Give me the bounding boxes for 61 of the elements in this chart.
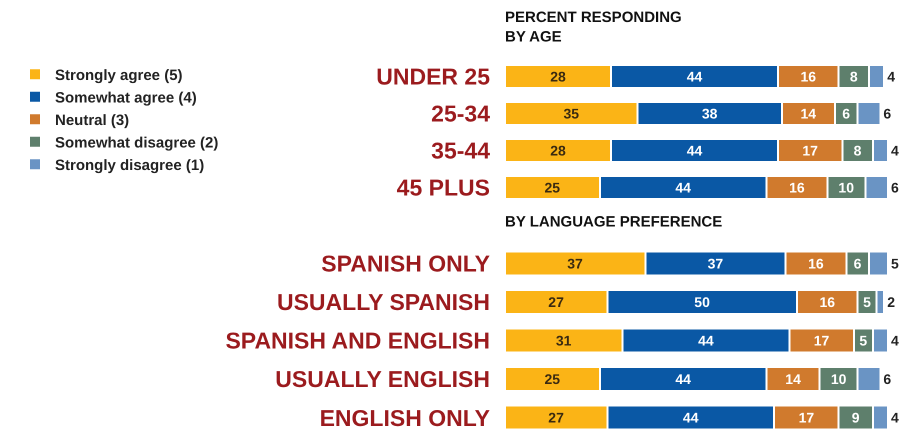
data-label: 17 — [802, 142, 818, 158]
legend-label: Neutral (3) — [55, 112, 130, 130]
legend-label: Strongly disagree (1) — [55, 157, 204, 174]
data-label: 5 — [891, 255, 899, 272]
y-tick-label: USUALLY SPANISH — [276, 288, 490, 315]
data-label: 44 — [675, 180, 692, 196]
data-label: 8 — [850, 68, 858, 84]
y-tick-label: SPANISH AND ENGLISH — [225, 328, 490, 354]
data-label: 38 — [702, 106, 718, 122]
data-label: 27 — [548, 410, 564, 426]
legend-label: Strongly agree (5) — [55, 67, 183, 84]
data-label: 16 — [808, 255, 824, 272]
data-label: 16 — [789, 180, 805, 196]
y-tick-label: 35-44 — [431, 138, 490, 164]
data-label: 37 — [567, 255, 584, 272]
y-tick-label: UNDER 25 — [376, 64, 490, 90]
data-label: 2 — [887, 294, 896, 310]
legend-label: Somewhat agree (4) — [55, 90, 197, 107]
data-label: 5 — [863, 294, 872, 310]
data-label: 14 — [800, 106, 816, 122]
y-tick-label: USUALLY ENGLISH — [275, 366, 490, 392]
legend-label: Somewhat disagree (2) — [55, 134, 218, 152]
data-label: 44 — [686, 68, 702, 84]
data-label: 25 — [544, 180, 560, 196]
data-label: 25 — [544, 371, 560, 388]
y-tick-label: 45 PLUS — [396, 174, 490, 201]
chart-title: BY LANGUAGE PREFERENCE — [505, 214, 722, 230]
data-label: 6 — [842, 106, 850, 122]
data-label: 4 — [887, 68, 896, 84]
data-label: 4 — [891, 410, 899, 426]
data-label: 4 — [891, 142, 899, 158]
data-label: 44 — [675, 371, 692, 388]
y-tick-label: ENGLISH ONLY — [320, 404, 490, 431]
data-label: 6 — [883, 371, 892, 388]
data-label: 10 — [830, 371, 847, 388]
data-label: 17 — [798, 410, 814, 426]
data-label: 6 — [883, 106, 892, 122]
data-label: 4 — [891, 332, 899, 348]
data-label: 17 — [814, 332, 830, 348]
data-label: 28 — [550, 142, 566, 158]
chart-title: PERCENT RESPONDING BY AGE — [505, 9, 682, 46]
data-label: 27 — [548, 294, 564, 310]
data-label: 44 — [698, 332, 714, 348]
data-label: 6 — [891, 180, 899, 196]
data-label: 50 — [694, 294, 710, 310]
data-label: 5 — [859, 332, 868, 348]
data-label: 28 — [550, 68, 566, 84]
data-label: 44 — [686, 142, 702, 158]
data-label: 16 — [819, 294, 836, 310]
data-label: 35 — [563, 106, 580, 122]
y-tick-label: SPANISH ONLY — [321, 250, 490, 276]
data-label: 10 — [838, 180, 854, 196]
data-label: 37 — [708, 255, 724, 272]
y-tick-label: 25-34 — [431, 100, 490, 127]
data-label: 8 — [854, 142, 862, 158]
data-label: 14 — [785, 371, 802, 388]
data-label: 9 — [852, 410, 860, 426]
data-label: 31 — [556, 332, 572, 348]
data-label: 6 — [854, 255, 862, 272]
data-label: 44 — [682, 410, 699, 426]
data-label: 16 — [800, 68, 816, 84]
